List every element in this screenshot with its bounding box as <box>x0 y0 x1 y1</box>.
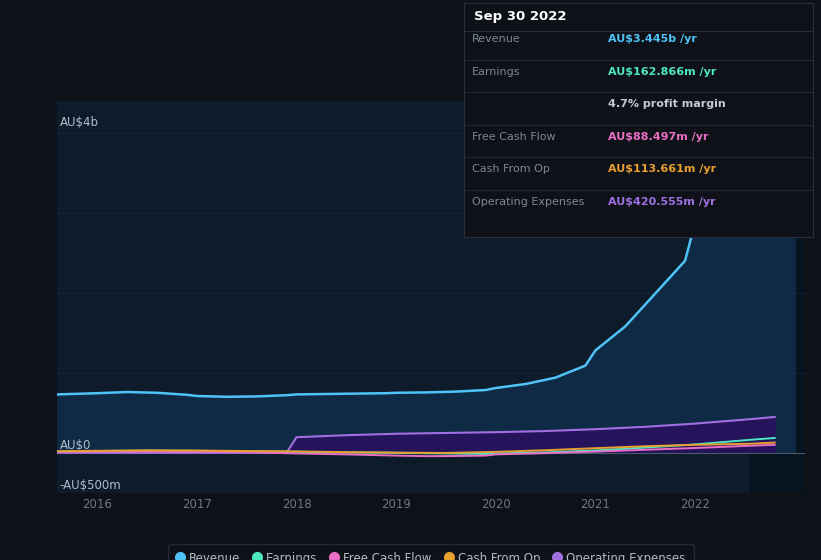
Text: Sep 30 2022: Sep 30 2022 <box>474 10 566 22</box>
Text: AU$0: AU$0 <box>59 438 91 451</box>
Legend: Revenue, Earnings, Free Cash Flow, Cash From Op, Operating Expenses: Revenue, Earnings, Free Cash Flow, Cash … <box>168 544 694 560</box>
Text: AU$3.445b /yr: AU$3.445b /yr <box>608 34 696 44</box>
Text: Cash From Op: Cash From Op <box>472 164 550 174</box>
Text: Operating Expenses: Operating Expenses <box>472 197 585 207</box>
Text: Free Cash Flow: Free Cash Flow <box>472 132 556 142</box>
Text: -AU$500m: -AU$500m <box>59 479 122 492</box>
Text: AU$162.866m /yr: AU$162.866m /yr <box>608 67 716 77</box>
Text: Revenue: Revenue <box>472 34 521 44</box>
Text: Earnings: Earnings <box>472 67 521 77</box>
Text: 4.7% profit margin: 4.7% profit margin <box>608 99 725 109</box>
Text: AU$88.497m /yr: AU$88.497m /yr <box>608 132 708 142</box>
Text: AU$420.555m /yr: AU$420.555m /yr <box>608 197 715 207</box>
Text: AU$4b: AU$4b <box>59 116 99 129</box>
Bar <box>750 101 805 493</box>
Text: AU$113.661m /yr: AU$113.661m /yr <box>608 164 716 174</box>
